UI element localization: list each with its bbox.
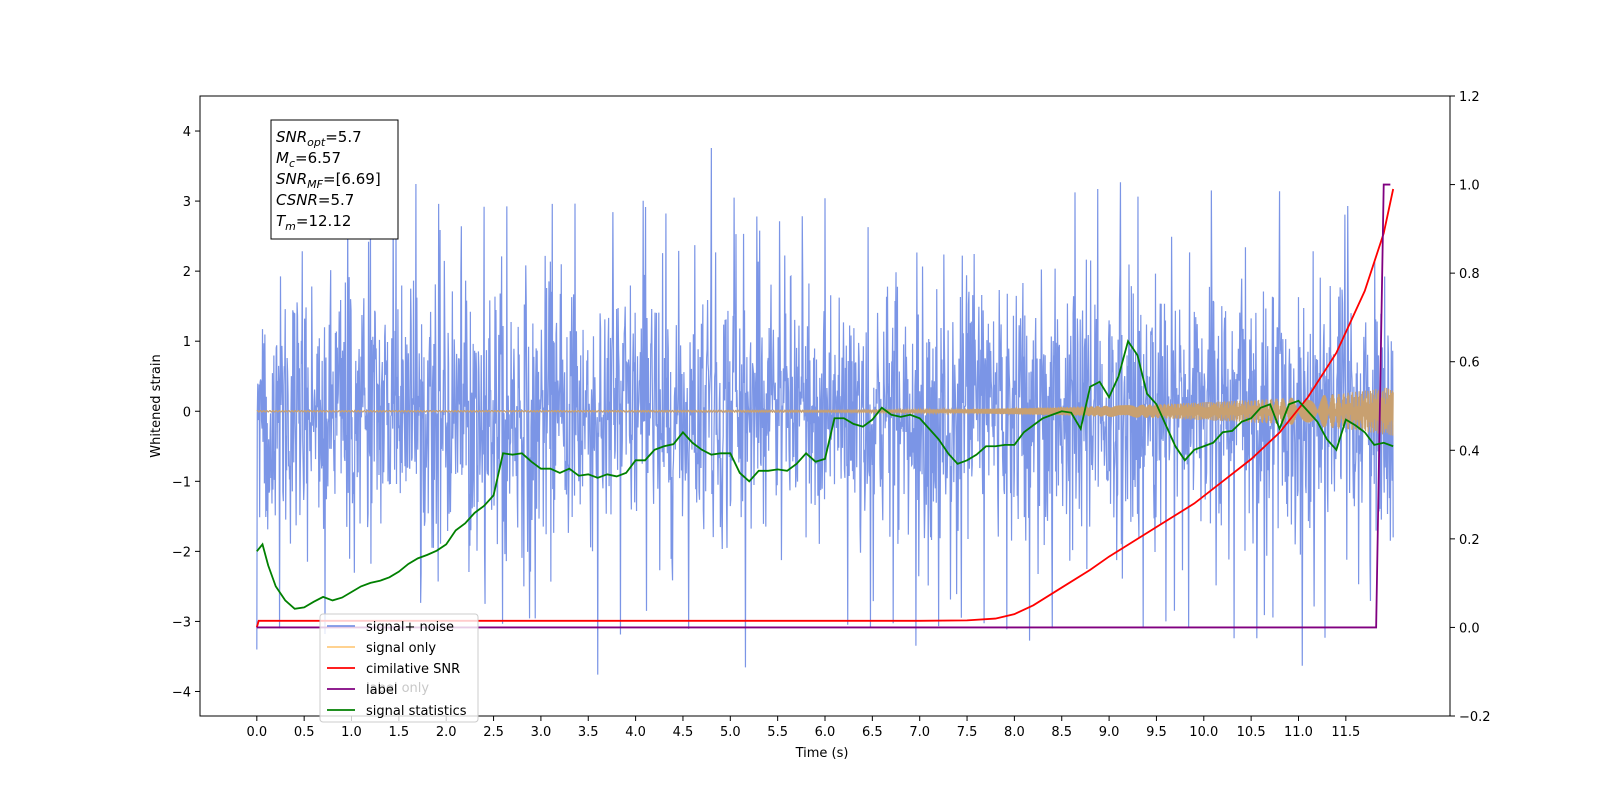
y-tick-label-right: 0.4 — [1459, 444, 1480, 459]
series-4 — [256, 339, 1394, 610]
x-tick-label: 10.0 — [1189, 725, 1218, 740]
x-tick-label: 3.0 — [531, 725, 552, 740]
y-tick-label-right: 0.8 — [1459, 267, 1480, 282]
y-axis-label: Whitened strain — [149, 354, 164, 457]
series-line-3 — [256, 183, 1391, 629]
info-line: CSNR=5.7 — [276, 191, 354, 209]
x-tick-label: 11.5 — [1331, 725, 1360, 740]
y-tick-label-left: −4 — [172, 685, 191, 700]
legend: label only signal+ noise signal only cimila… — [319, 613, 479, 723]
x-tick-label: 2.0 — [436, 725, 457, 740]
y-tick-label-left: 2 — [183, 265, 191, 280]
y-tick-label-left: 3 — [183, 195, 191, 210]
y-axis-left: 4 3 2 1 0 −1 −2 −3 −4 — [172, 125, 200, 700]
y-tick-label-right: −0.2 — [1459, 710, 1491, 725]
x-tick-label: 5.5 — [767, 725, 788, 740]
x-tick-label: 9.0 — [1099, 725, 1120, 740]
legend-label: signal only — [366, 641, 436, 656]
y-tick-label-left: −1 — [172, 475, 191, 490]
info-box-frame — [270, 119, 399, 240]
x-tick-label: 1.0 — [341, 725, 362, 740]
x-tick-label: 1.5 — [389, 725, 410, 740]
info-line: Mc=6.57 — [276, 149, 341, 170]
y-tick-label-left: −3 — [172, 615, 191, 630]
x-tick-label: 3.5 — [578, 725, 599, 740]
series-1 — [256, 387, 1394, 436]
legend-label: cimilative SNR — [366, 662, 460, 677]
y-tick-label-left: −2 — [172, 545, 191, 560]
x-tick-label: 7.5 — [957, 725, 978, 740]
x-tick-label: 10.5 — [1237, 725, 1266, 740]
x-tick-label: 7.0 — [909, 725, 930, 740]
x-tick-label: 0.5 — [294, 725, 315, 740]
x-axis-label: Time (s) — [795, 746, 849, 761]
signal-only-line — [256, 387, 1394, 436]
y-tick-label-right: 0.0 — [1459, 621, 1480, 636]
y-axis-right: 1.2 1.0 0.8 0.6 0.4 0.2 0.0 −0.2 — [1450, 90, 1491, 725]
x-tick-label: 6.5 — [862, 725, 883, 740]
y-tick-label-left: 4 — [183, 125, 191, 140]
x-tick-label: 8.5 — [1051, 725, 1072, 740]
x-tick-label: 2.5 — [483, 725, 504, 740]
series-2 — [255, 188, 1395, 628]
series-line-4 — [256, 339, 1394, 610]
series-3 — [256, 183, 1391, 629]
info-line: SNRMF=[6.69] — [276, 170, 381, 191]
info-line: SNRopt=5.7 — [276, 128, 362, 149]
legend-frame — [319, 613, 479, 723]
y-tick-label-right: 0.2 — [1459, 533, 1480, 548]
y-tick-label-right: 1.0 — [1459, 179, 1480, 194]
y-tick-label-left: 1 — [183, 335, 191, 350]
legend-ghost-label: label only — [366, 681, 429, 696]
plot-area — [255, 148, 1395, 675]
x-tick-label: 0.0 — [246, 725, 267, 740]
series-line-2 — [255, 188, 1395, 628]
legend-label: signal+ noise — [366, 620, 454, 635]
x-axis: 0.0 0.5 1.0 1.5 2.0 2.5 3.0 3.5 4.0 4.5 5.0 5.5 6.0 6… — [246, 716, 1360, 740]
x-tick-label: 5.0 — [720, 725, 741, 740]
x-tick-label: 11.0 — [1284, 725, 1313, 740]
y-tick-label-left: 0 — [183, 405, 191, 420]
y-tick-label-right: 0.6 — [1459, 356, 1480, 371]
x-tick-label: 4.5 — [673, 725, 694, 740]
x-tick-label: 4.0 — [625, 725, 646, 740]
info-line: Tm=12.12 — [276, 212, 351, 233]
x-tick-label: 8.0 — [1004, 725, 1025, 740]
y-tick-label-right: 1.2 — [1459, 90, 1480, 105]
legend-label: label — [366, 683, 397, 698]
x-tick-label: 6.0 — [815, 725, 836, 740]
legend-label: signal statistics — [366, 704, 467, 719]
x-tick-label: 9.5 — [1146, 725, 1167, 740]
